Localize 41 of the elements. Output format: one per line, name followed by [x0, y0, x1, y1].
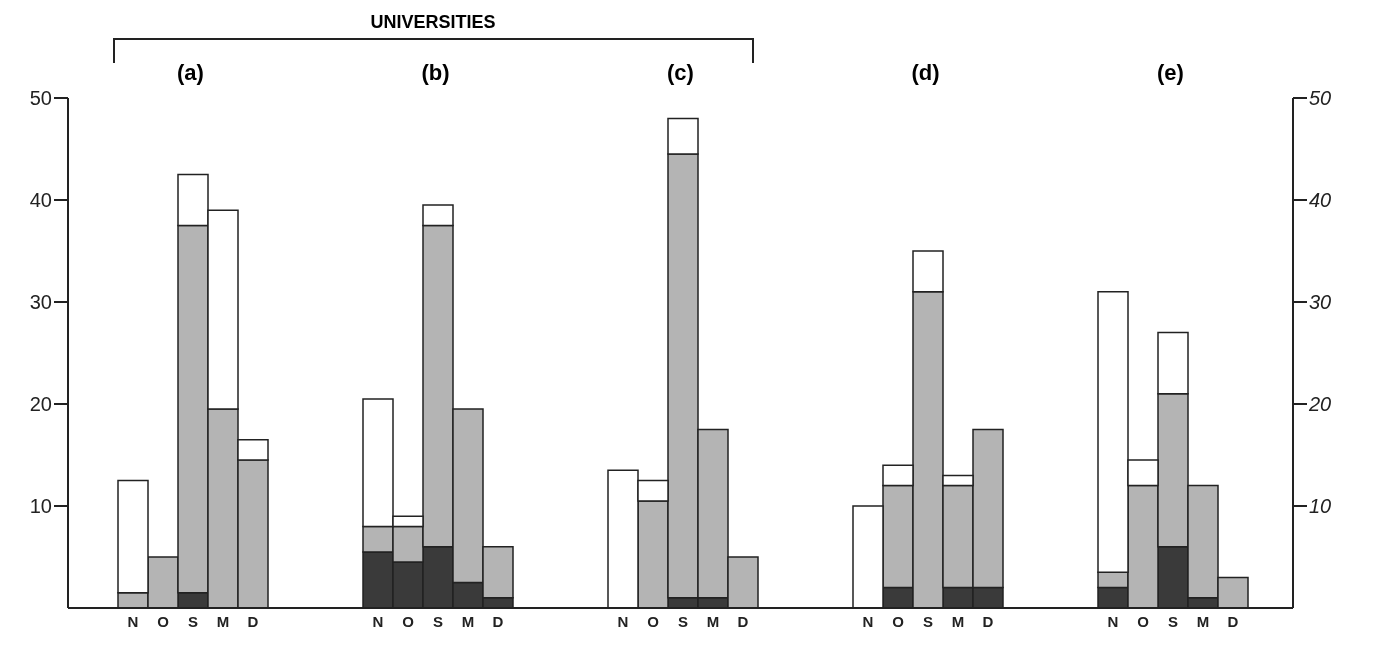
y2-tick-label: 20 — [1308, 393, 1332, 416]
x-tick-label: O — [402, 612, 415, 630]
x-tick-label: S — [1167, 612, 1179, 630]
x-tick-label: O — [157, 612, 170, 630]
x-tick-label: S — [677, 612, 689, 630]
x-tick-label: D — [492, 612, 504, 630]
chart-title: (c) — [666, 60, 695, 86]
y-tick-label: 20 — [29, 393, 52, 416]
x-tick-label: S — [432, 612, 444, 630]
x-tick-label: S — [922, 612, 934, 630]
x-tick-label: N — [372, 612, 384, 630]
y-tick-label: 30 — [29, 291, 52, 314]
text: UNIVERSITIES — [369, 12, 497, 33]
x-tick-label: M — [706, 612, 720, 630]
x-tick-label: O — [1137, 612, 1150, 630]
y-tick-label: 40 — [29, 189, 52, 212]
x-tick-label: N — [617, 612, 629, 630]
x-tick-label: M — [951, 612, 965, 630]
x-tick-label: S — [187, 612, 199, 630]
y2-tick-label: 40 — [1309, 189, 1332, 212]
x-tick-label: M — [1196, 612, 1210, 630]
y2-tick-label: 50 — [1309, 87, 1332, 110]
y2-tick-label: 30 — [1309, 291, 1332, 314]
x-tick-label: N — [862, 612, 874, 630]
x-tick-label: M — [216, 612, 230, 630]
y-tick-label: 50 — [29, 87, 52, 110]
x-tick-label: D — [737, 612, 749, 630]
chart-title: (e) — [1156, 60, 1185, 86]
y2-tick-label: 10 — [1309, 495, 1332, 518]
x-tick-label: O — [647, 612, 660, 630]
x-tick-label: D — [1227, 612, 1239, 630]
x-tick-label: D — [982, 612, 994, 630]
chart-title: (d) — [910, 60, 941, 86]
x-tick-label: N — [127, 612, 139, 630]
x-tick-label: M — [461, 612, 475, 630]
x-tick-label: D — [247, 612, 259, 630]
y-tick-label: 10 — [29, 495, 52, 518]
x-tick-label: N — [1107, 612, 1119, 630]
x-tick-label: O — [892, 612, 905, 630]
chart-title: (a) — [176, 60, 205, 86]
chart-title: (b) — [420, 60, 451, 86]
